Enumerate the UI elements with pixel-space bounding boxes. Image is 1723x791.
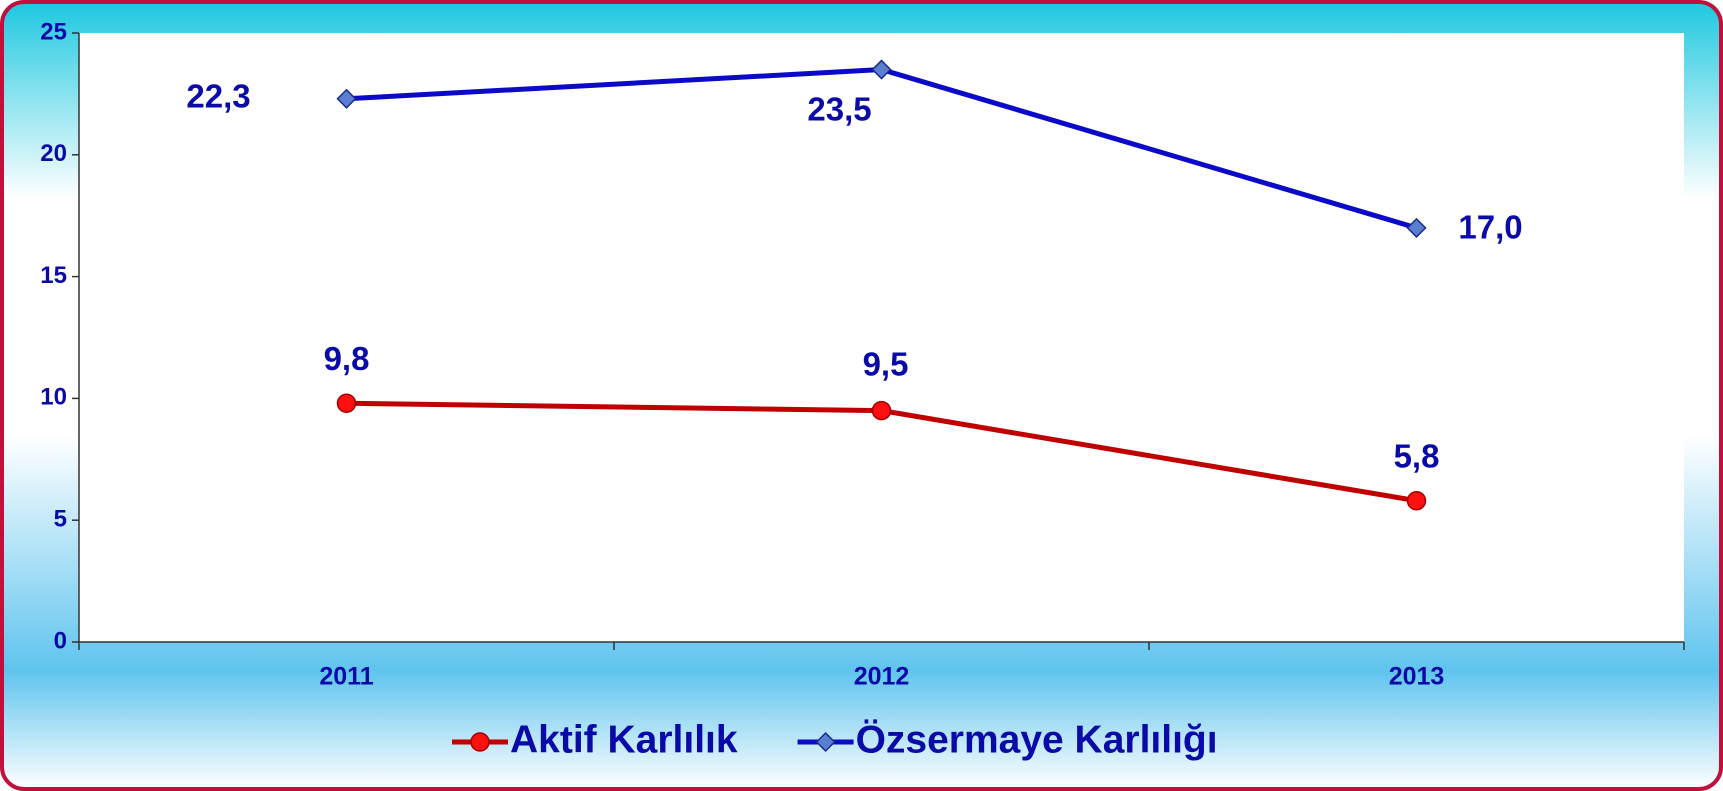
x-tick-label: 2011: [319, 663, 373, 691]
point: [336, 88, 357, 109]
data-label: 9,5: [863, 345, 909, 382]
y-tick-label: 0: [54, 627, 67, 654]
y-tick-label: 25: [40, 18, 67, 45]
y-tick-label: 20: [40, 140, 67, 167]
y-tick-label: 10: [40, 384, 67, 411]
point: [1406, 217, 1427, 238]
x-tick-label: 2012: [854, 663, 910, 691]
plot-area: [79, 33, 1684, 642]
legend-marker: [815, 731, 836, 753]
point: [871, 59, 892, 80]
point: [871, 400, 892, 421]
legend-label: Özsermaye Karlılığı: [856, 718, 1218, 761]
data-label: 22,3: [186, 77, 250, 114]
point: [336, 393, 357, 414]
y-tick-label: 15: [40, 262, 67, 289]
legend-marker: [470, 732, 490, 752]
data-label: 9,8: [324, 340, 370, 377]
x-tick-label: 2013: [1389, 663, 1445, 691]
data-label: 17,0: [1458, 209, 1522, 246]
y-tick-label: 5: [54, 506, 67, 533]
point: [1406, 490, 1427, 511]
data-label: 23,5: [807, 90, 871, 127]
data-label: 5,8: [1394, 437, 1440, 474]
legend-label: Aktif Karlılık: [510, 718, 738, 761]
